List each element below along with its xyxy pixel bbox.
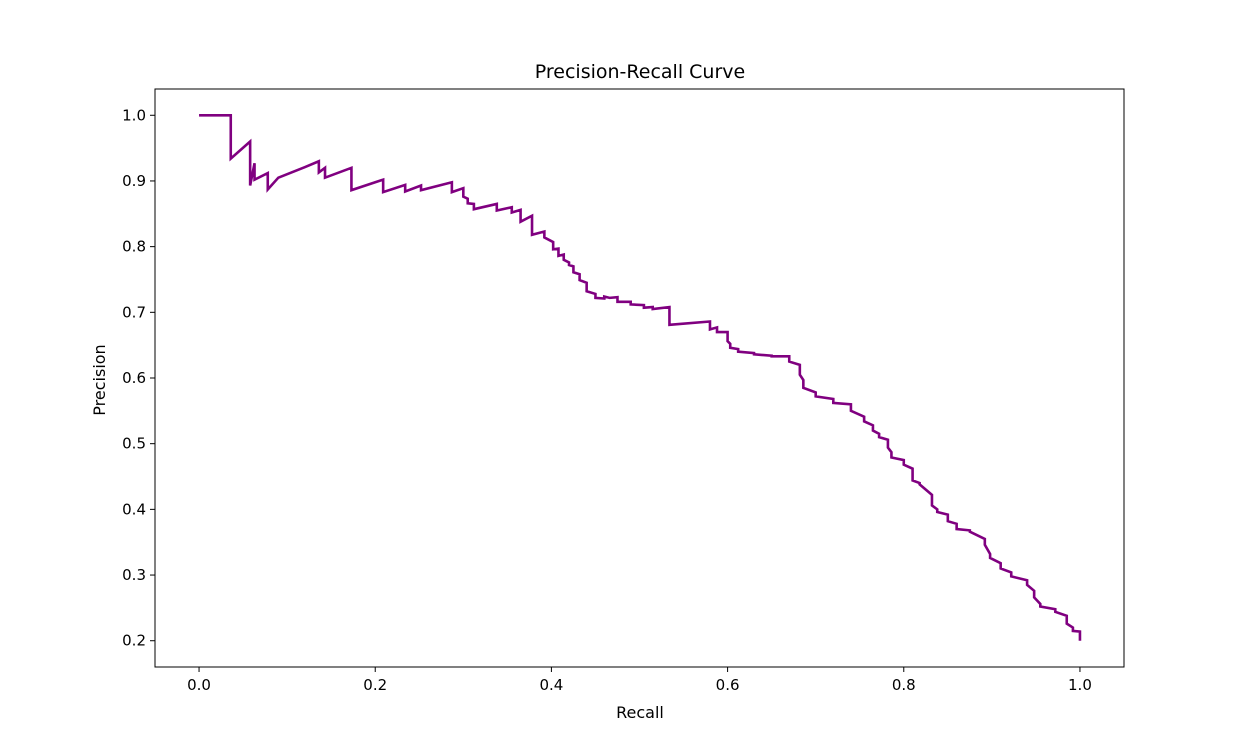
y-tick-label: 0.3 [122, 566, 146, 584]
y-tick-label: 0.7 [122, 303, 146, 321]
y-axis: 0.2 0.3 0.4 0.5 0.6 0.7 0.8 0.9 1.0 [122, 106, 155, 650]
x-tick-label: 0.2 [363, 676, 387, 694]
x-tick-label: 0.4 [539, 676, 563, 694]
series-layer [199, 113, 1082, 641]
y-tick-label: 0.5 [122, 435, 146, 453]
plot-frame [154, 88, 1125, 668]
y-tick-label: 0.8 [122, 238, 146, 256]
x-tick-label: 0.6 [716, 676, 740, 694]
y-tick-label: 0.4 [122, 500, 146, 518]
x-tick-label: 0.0 [187, 676, 211, 694]
y-axis-label: Precision [90, 344, 109, 415]
y-tick-label: 1.0 [122, 106, 146, 124]
x-tick-label: 0.8 [892, 676, 916, 694]
x-axis-label: Recall [616, 703, 664, 722]
chart-title: Precision-Recall Curve [535, 61, 745, 83]
axes-frame [154, 88, 1125, 668]
y-tick-label: 0.9 [122, 172, 146, 190]
pr-curve-line [199, 113, 1082, 641]
x-tick-label: 1.0 [1068, 676, 1092, 694]
y-tick-label: 0.2 [122, 632, 146, 650]
y-tick-label: 0.6 [122, 369, 146, 387]
x-axis: 0.0 0.2 0.4 0.6 0.8 1.0 [187, 667, 1092, 694]
